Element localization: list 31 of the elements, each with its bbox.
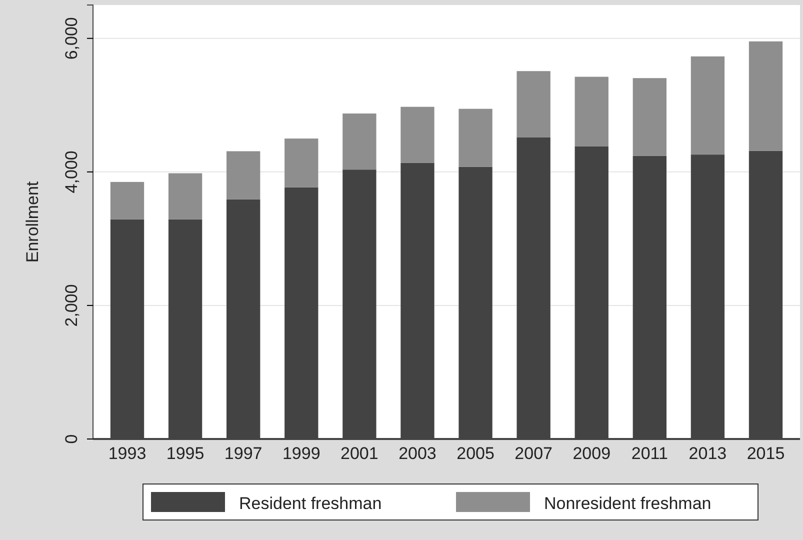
bar xyxy=(284,138,318,188)
x-tick-label: 1993 xyxy=(108,444,146,464)
x-tick-label: 2003 xyxy=(398,444,436,464)
x-tick-label: 2011 xyxy=(631,444,668,464)
bar xyxy=(342,114,376,170)
legend-label: Nonresident freshman xyxy=(544,494,712,513)
x-tick-label: 2007 xyxy=(514,444,552,464)
bar xyxy=(226,151,260,200)
y-tick-label: 0 xyxy=(62,434,81,444)
bar xyxy=(632,78,666,156)
y-axis-title: Enrollment xyxy=(23,181,42,263)
bar xyxy=(748,41,783,151)
x-tick-label: 1995 xyxy=(166,444,204,464)
y-tick-label: 6,000 xyxy=(62,17,81,60)
bar xyxy=(690,56,725,155)
x-tick-label: 2005 xyxy=(456,444,494,464)
y-tick-label: 2,000 xyxy=(62,284,81,327)
bar xyxy=(516,71,550,138)
bar xyxy=(168,173,202,220)
bar xyxy=(574,76,608,146)
x-tick-label: 2015 xyxy=(746,444,785,464)
bar xyxy=(400,106,434,163)
x-tick-label: 2001 xyxy=(340,444,378,464)
y-tick-label: 4,000 xyxy=(62,150,81,194)
x-tick-label: 1999 xyxy=(282,444,320,464)
x-tick-label: 1997 xyxy=(224,444,262,464)
x-tick-label: 2013 xyxy=(688,444,727,464)
legend-label: Resident freshman xyxy=(239,494,382,513)
bar xyxy=(458,108,492,167)
x-tick-label: 2009 xyxy=(572,444,611,464)
bar xyxy=(110,182,144,220)
